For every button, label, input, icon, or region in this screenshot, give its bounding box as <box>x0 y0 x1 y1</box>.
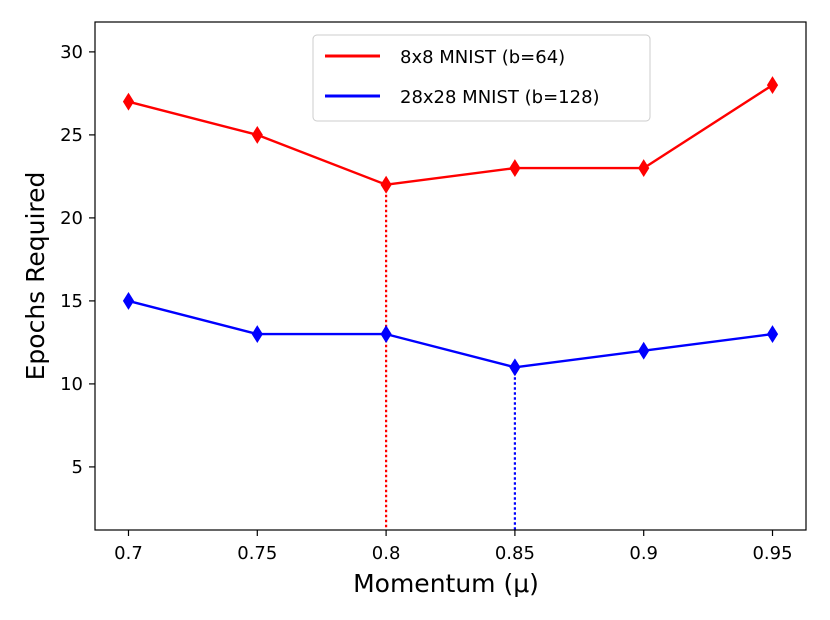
series-1-point-1 <box>251 325 263 344</box>
y-axis-label: Epochs Required <box>21 172 50 381</box>
x-axis-label: Momentum (μ) <box>353 569 539 598</box>
legend: 8x8 MNIST (b=64) 28x28 MNIST (b=128) <box>312 34 651 122</box>
series-0-point-5 <box>766 76 779 95</box>
series-layer <box>122 76 779 377</box>
legend-label-8x8: 8x8 MNIST (b=64) <box>400 47 565 68</box>
series-1-point-2 <box>380 325 392 344</box>
series-0-point-2 <box>380 175 392 194</box>
series-0-point-3 <box>509 159 521 178</box>
series-line-0 <box>128 84 774 186</box>
series-1-point-4 <box>638 341 650 360</box>
series-0-point-0 <box>122 92 135 111</box>
x-tick-label-3: 0.85 <box>495 543 535 564</box>
y-tick-label-5: 30 <box>60 42 83 63</box>
series-1-point-0 <box>122 291 135 310</box>
y-tick-label-3: 20 <box>60 208 83 229</box>
optimum-drop-lines <box>384 184 517 530</box>
x-tick-label-0: 0.7 <box>114 543 143 564</box>
series-0-point-1 <box>251 125 263 144</box>
series-line-1 <box>128 299 773 369</box>
x-tick-label-2: 0.8 <box>372 543 401 564</box>
x-tick-label-4: 0.9 <box>629 543 658 564</box>
series-1-point-3 <box>509 358 521 377</box>
legend-box <box>312 34 651 122</box>
legend-label-28x28: 28x28 MNIST (b=128) <box>400 87 600 108</box>
y-axis-ticks: 5 10 15 20 25 30 <box>60 42 95 478</box>
x-tick-label-5: 0.95 <box>752 543 792 564</box>
x-tick-label-1: 0.75 <box>237 543 277 564</box>
y-tick-label-1: 10 <box>60 374 83 395</box>
series-1-point-5 <box>766 325 779 344</box>
y-tick-label-4: 25 <box>60 125 83 146</box>
y-tick-label-2: 15 <box>60 291 83 312</box>
y-tick-label-0: 5 <box>72 457 83 478</box>
x-axis-ticks: 0.7 0.75 0.8 0.85 0.9 0.95 <box>114 530 793 564</box>
series-0-point-4 <box>638 159 650 178</box>
plot-frame <box>94 21 807 531</box>
